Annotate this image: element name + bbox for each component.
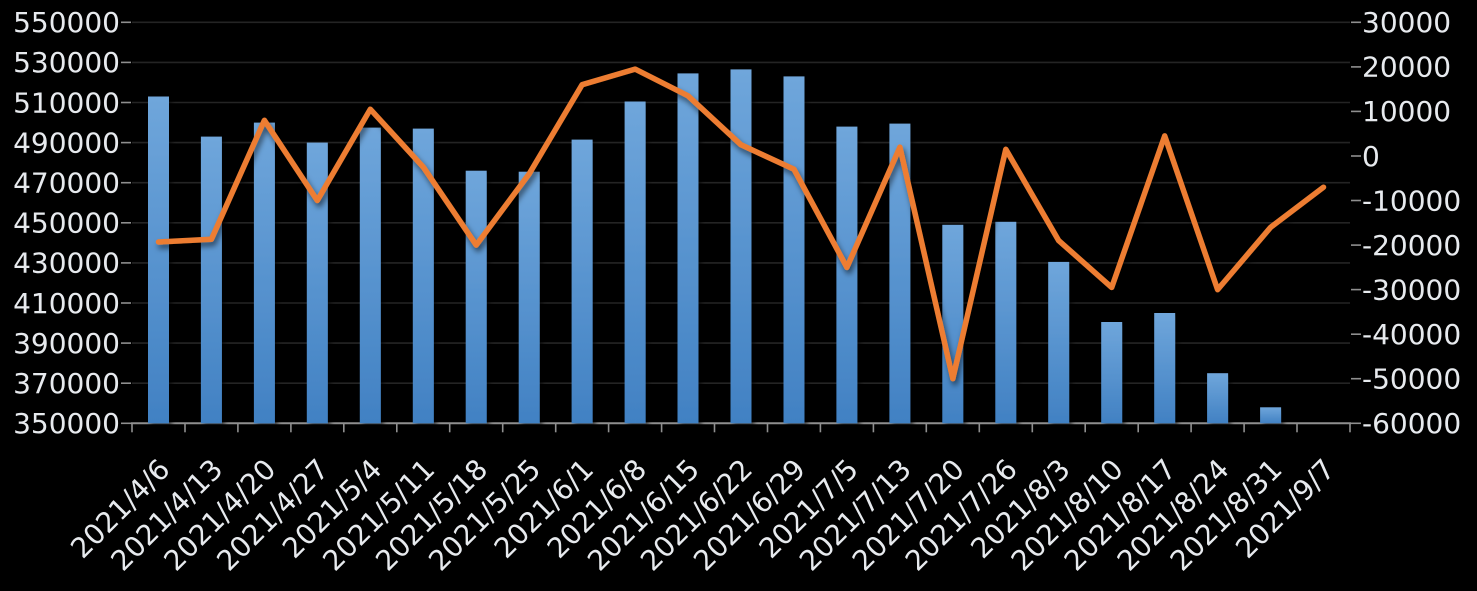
bar: [200, 136, 222, 424]
left-axis-tick-label: 410000: [13, 287, 120, 320]
bar: [1154, 313, 1176, 424]
left-axis-tick-label: 550000: [13, 6, 120, 39]
bar: [571, 139, 593, 424]
right-axis-tick-label: -50000: [1362, 363, 1461, 396]
right-axis-tick-label: 0: [1362, 140, 1380, 173]
bar: [1260, 407, 1282, 424]
bar: [412, 128, 434, 424]
line-series: [155, 66, 1327, 382]
bar: [942, 224, 964, 424]
left-axis-tick-label: 430000: [13, 247, 120, 280]
right-axis-tick-label: -20000: [1362, 229, 1461, 262]
bar-series-layer: [148, 69, 1282, 424]
right-axis-tick-label: -30000: [1362, 273, 1461, 306]
left-axis-tick-label: 350000: [13, 407, 120, 440]
bar: [677, 73, 699, 424]
left-axis-tick-label: 450000: [13, 207, 120, 240]
right-axis-tick-label: 10000: [1362, 95, 1451, 128]
bar: [836, 126, 858, 424]
bar: [783, 76, 805, 424]
bar: [1048, 261, 1070, 424]
right-axis-tick-label: -60000: [1362, 407, 1461, 440]
bar: [730, 69, 752, 424]
right-axis-tick-label: 20000: [1362, 51, 1451, 84]
left-axis-tick-label: 530000: [13, 46, 120, 79]
right-axis-tick-label: -40000: [1362, 318, 1461, 351]
left-axis-tick-label: 390000: [13, 327, 120, 360]
bar: [995, 221, 1017, 424]
left-axis-tick-label: 490000: [13, 126, 120, 159]
bar: [624, 101, 646, 424]
bar: [1101, 322, 1123, 424]
right-axis-tick-label: -10000: [1362, 184, 1461, 217]
bar: [465, 170, 487, 424]
left-axis-tick-label: 370000: [13, 367, 120, 400]
bar: [889, 123, 911, 424]
bar: [306, 142, 328, 424]
left-axis-tick-label: 510000: [13, 86, 120, 119]
bar: [1207, 373, 1229, 424]
right-axis-tick-label: 30000: [1362, 6, 1451, 39]
bar: [148, 96, 169, 424]
bar: [518, 171, 540, 424]
line-series-layer: [155, 66, 1327, 382]
left-axis-tick-label: 470000: [13, 167, 120, 200]
bar: [253, 122, 275, 424]
bar: [359, 127, 381, 424]
